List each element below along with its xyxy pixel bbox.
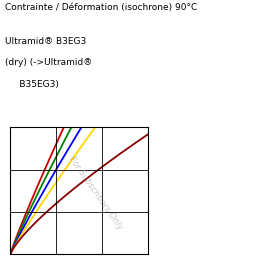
Text: For Subscribers Only: For Subscribers Only xyxy=(67,155,124,232)
Text: B35EG3): B35EG3) xyxy=(5,80,59,89)
Text: Ultramid® B3EG3: Ultramid® B3EG3 xyxy=(5,37,87,46)
Text: Contrainte / Déformation (isochrone) 90°C: Contrainte / Déformation (isochrone) 90°… xyxy=(5,3,197,12)
Text: (dry) (->Ultramid®: (dry) (->Ultramid® xyxy=(5,58,92,67)
